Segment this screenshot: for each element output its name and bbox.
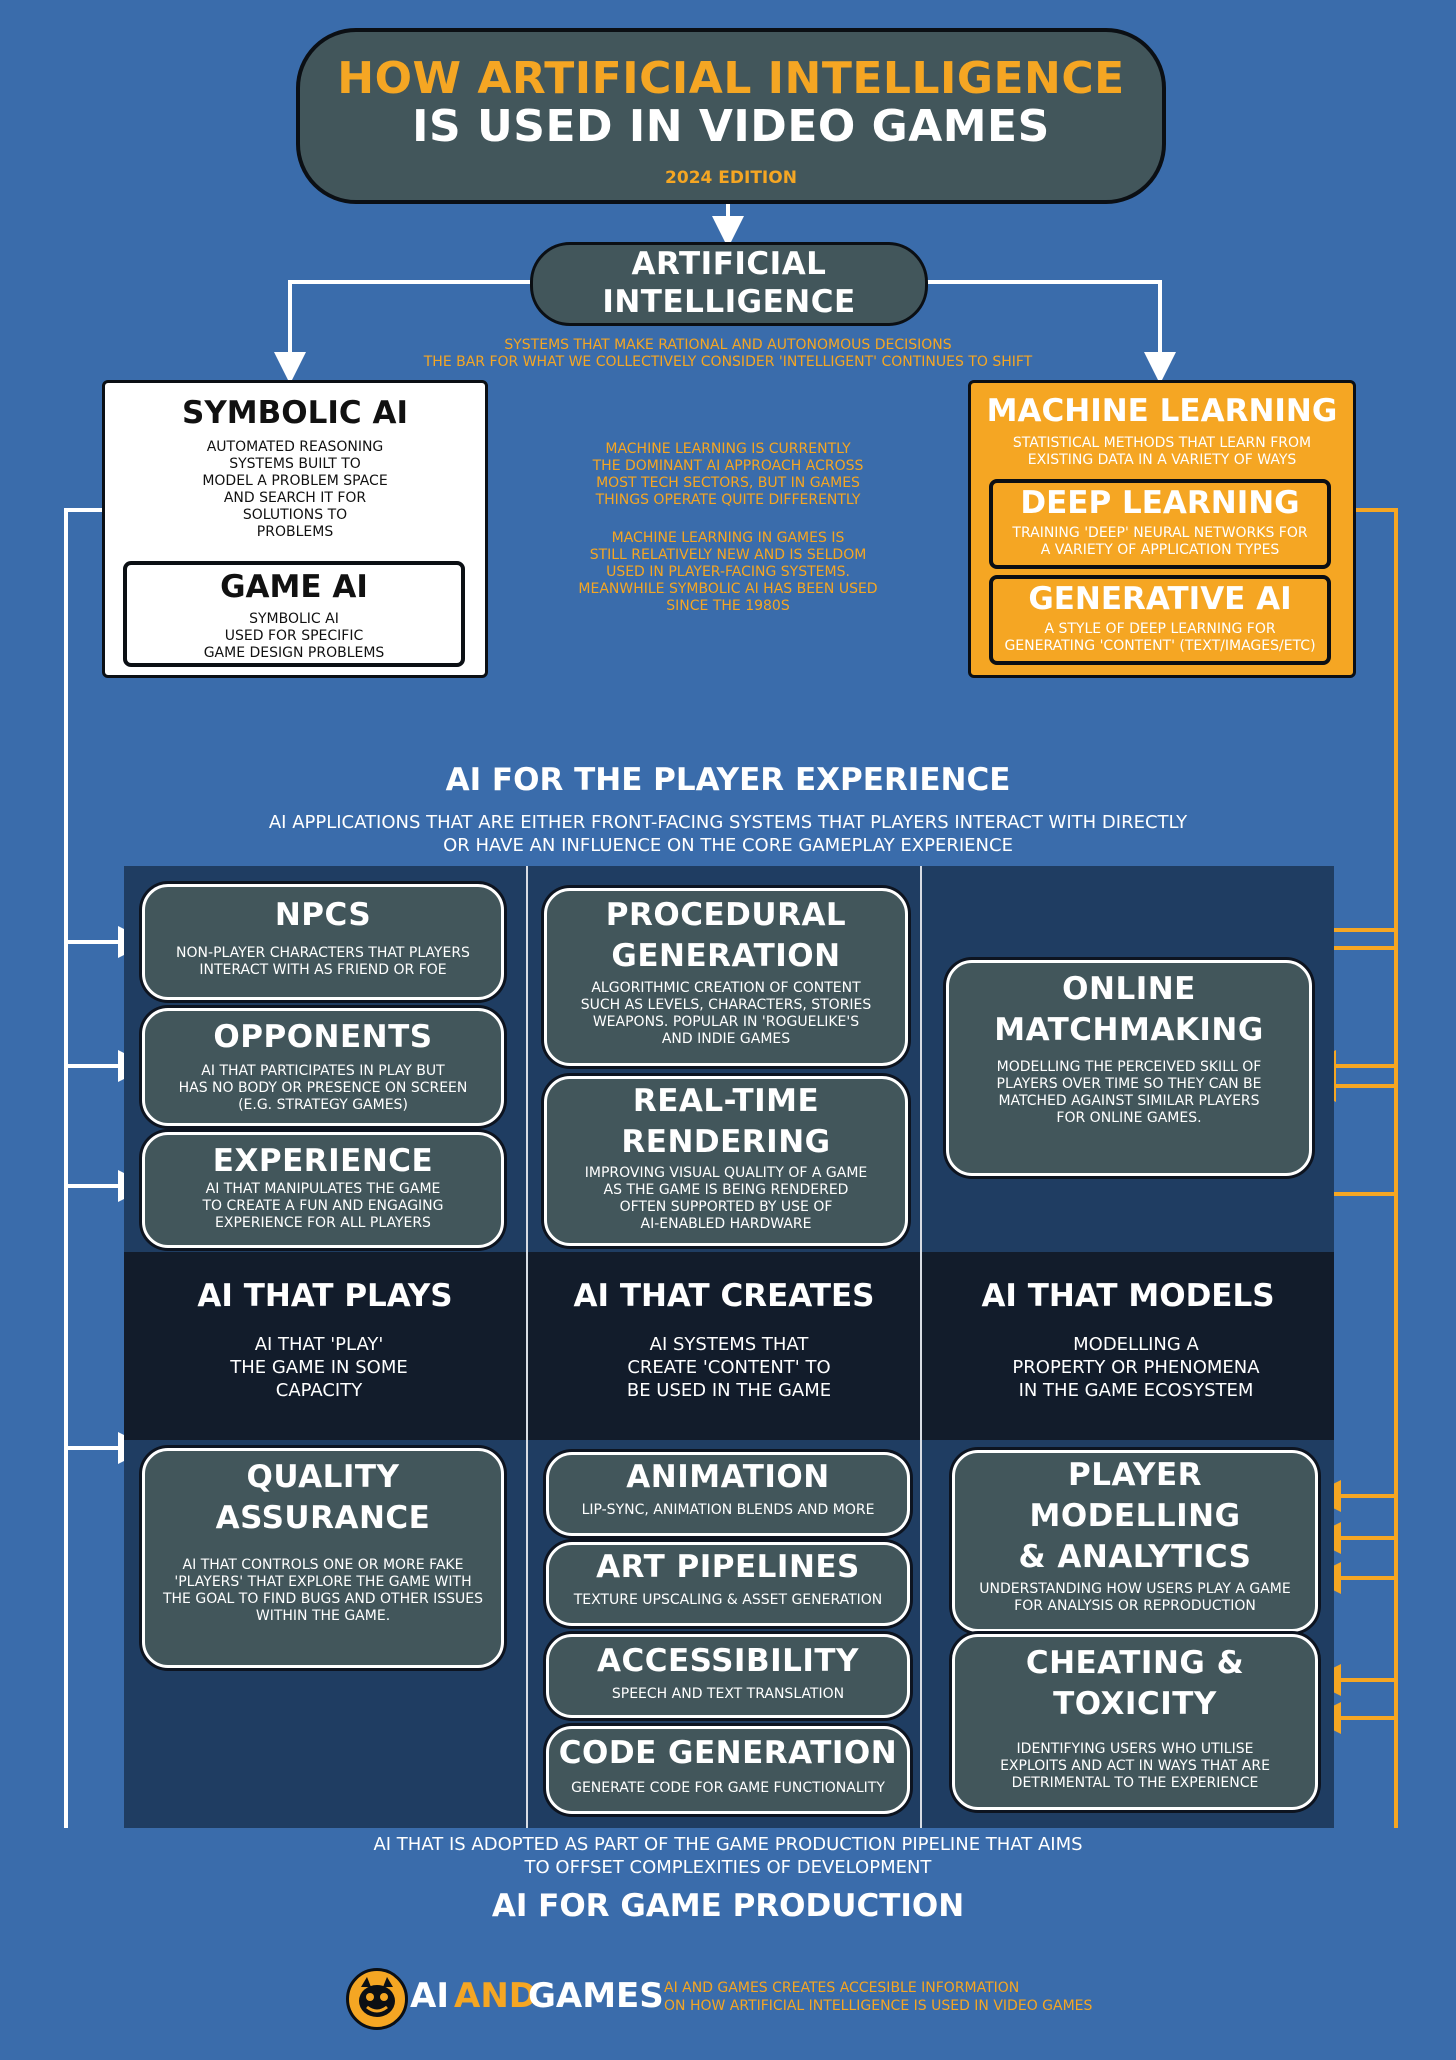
generative-ai-desc: A STYLE OF DEEP LEARNING FOR GENERATING …	[1004, 621, 1316, 654]
ai-that-plays-title: AI THAT PLAYS	[197, 1278, 453, 1314]
deep-learning-desc: TRAINING 'DEEP' NEURAL NETWORKS FOR A VA…	[1012, 525, 1308, 558]
game-production-desc-2: TO OFFSET COMPLEXITIES OF DEVELOPMENT	[524, 1857, 932, 1878]
logo-text-and: AND	[454, 1976, 537, 2016]
rendering-desc: IMPROVING VISUAL QUALITY OF A GAME AS TH…	[584, 1165, 868, 1232]
rendering-title-1: REAL-TIME	[632, 1083, 820, 1119]
generative-ai-title: GENERATIVE AI	[1028, 581, 1292, 617]
ai-label-line-2: INTELLIGENCE	[602, 284, 856, 320]
ai-that-plays-desc: AI THAT 'PLAY' THE GAME IN SOME CAPACITY	[230, 1334, 408, 1401]
player-experience-title: AI FOR THE PLAYER EXPERIENCE	[445, 762, 1011, 798]
modelling-title-2: MODELLING	[1029, 1498, 1241, 1534]
ai-desc-line-1: SYSTEMS THAT MAKE RATIONAL AND AUTONOMOU…	[504, 337, 952, 353]
ai-that-creates-desc: AI SYSTEMS THAT CREATE 'CONTENT' TO BE U…	[626, 1334, 832, 1401]
deep-learning-box: DEEP LEARNING TRAINING 'DEEP' NEURAL NET…	[989, 479, 1331, 569]
ai-that-models-desc: MODELLING A PROPERTY OR PHENOMENA IN THE…	[1012, 1334, 1260, 1401]
ai-label-line-1: ARTIFICIAL	[631, 246, 827, 282]
modelling-title-1: PLAYER	[1068, 1457, 1202, 1493]
experience-title: EXPERIENCE	[212, 1143, 434, 1179]
accessibility-title: ACCESSIBILITY	[596, 1643, 859, 1679]
matchmaking-title-1: ONLINE	[1062, 971, 1196, 1007]
footer-tagline-1: AI AND GAMES CREATES ACCESIBLE INFORMATI…	[664, 1980, 1020, 1996]
artificial-intelligence-node: ARTIFICIAL INTELLIGENCE	[530, 242, 928, 326]
modelling-desc: UNDERSTANDING HOW USERS PLAY A GAME FOR …	[979, 1581, 1291, 1614]
game-ai-title: GAME AI	[220, 569, 368, 605]
online-matchmaking-box: ONLINE MATCHMAKING MODELLING THE PERCEIV…	[946, 960, 1312, 1176]
title-line-1: HOW ARTIFICIAL INTELLIGENCE	[337, 53, 1125, 104]
player-modelling-box: PLAYER MODELLING & ANALYTICS UNDERSTANDI…	[952, 1450, 1318, 1632]
cheating-desc: IDENTIFYING USERS WHO UTILISE EXPLOITS A…	[1000, 1741, 1270, 1791]
npcs-desc: NON-PLAYER CHARACTERS THAT PLAYERS INTER…	[176, 945, 470, 978]
cheating-title-2: TOXICITY	[1053, 1686, 1217, 1722]
logo-text-ai: AI	[410, 1976, 449, 2016]
deep-learning-title: DEEP LEARNING	[1020, 485, 1300, 521]
opponents-title: OPPONENTS	[213, 1019, 433, 1055]
edition-label: 2024 EDITION	[665, 168, 797, 188]
ai-and-games-logo: AI AND GAMES	[346, 1968, 664, 2030]
qa-desc: AI THAT CONTROLS ONE OR MORE FAKE 'PLAYE…	[162, 1557, 484, 1624]
code-generation-box: CODE GENERATION GENERATE CODE FOR GAME F…	[546, 1726, 910, 1814]
experience-box: EXPERIENCE AI THAT MANIPULATES THE GAME …	[142, 1132, 504, 1248]
npcs-box: NPCS NON-PLAYER CHARACTERS THAT PLAYERS …	[142, 884, 504, 1000]
machine-learning-title: MACHINE LEARNING	[986, 393, 1338, 429]
procedural-desc: ALGORITHMIC CREATION OF CONTENT SUCH AS …	[580, 980, 872, 1047]
game-production-desc-1: AI THAT IS ADOPTED AS PART OF THE GAME P…	[373, 1834, 1083, 1855]
art-pipelines-box: ART PIPELINES TEXTURE UPSCALING & ASSET …	[546, 1542, 910, 1626]
accessibility-box: ACCESSIBILITY SPEECH AND TEXT TRANSLATIO…	[546, 1634, 910, 1718]
qa-title-2: ASSURANCE	[215, 1500, 431, 1536]
generative-ai-box: GENERATIVE AI A STYLE OF DEEP LEARNING F…	[989, 575, 1331, 665]
ai-desc-line-2: THE BAR FOR WHAT WE COLLECTIVELY CONSIDE…	[423, 354, 1033, 370]
opponents-box: OPPONENTS AI THAT PARTICIPATES IN PLAY B…	[142, 1008, 504, 1126]
npcs-title: NPCS	[274, 897, 372, 933]
procedural-title-2: GENERATION	[611, 938, 841, 974]
experience-desc: AI THAT MANIPULATES THE GAME TO CREATE A…	[202, 1181, 444, 1231]
game-ai-desc: SYMBOLIC AI USED FOR SPECIFIC GAME DESIG…	[203, 611, 385, 661]
machine-learning-desc: STATISTICAL METHODS THAT LEARN FROM EXIS…	[1012, 435, 1312, 468]
player-experience-desc-2: OR HAVE AN INFLUENCE ON THE CORE GAMEPLA…	[443, 835, 1013, 856]
quality-assurance-box: QUALITY ASSURANCE AI THAT CONTROLS ONE O…	[142, 1448, 504, 1668]
cheating-title-1: CHEATING &	[1025, 1645, 1245, 1681]
game-ai-box: GAME AI SYMBOLIC AI USED FOR SPECIFIC GA…	[123, 561, 465, 667]
title-banner: HOW ARTIFICIAL INTELLIGENCE IS USED IN V…	[296, 28, 1166, 204]
rendering-title-2: RENDERING	[621, 1124, 831, 1160]
procedural-title-1: PROCEDURAL	[605, 897, 847, 933]
opponents-desc: AI THAT PARTICIPATES IN PLAY BUT HAS NO …	[178, 1063, 468, 1113]
matchmaking-desc: MODELLING THE PERCEIVED SKILL OF PLAYERS…	[996, 1059, 1262, 1126]
symbolic-ai-box: SYMBOLIC AI AUTOMATED REASONING SYSTEMS …	[102, 380, 488, 678]
art-pipelines-desc: TEXTURE UPSCALING & ASSET GENERATION	[573, 1592, 883, 1608]
code-generation-title: CODE GENERATION	[558, 1735, 898, 1771]
ml-note-para-2: MACHINE LEARNING IN GAMES IS STILL RELAT…	[578, 530, 878, 614]
column-divider-right	[920, 866, 922, 1828]
column-divider-left	[526, 866, 528, 1828]
art-pipelines-title: ART PIPELINES	[596, 1549, 860, 1585]
animation-title: ANIMATION	[626, 1459, 830, 1495]
ai-that-models-title: AI THAT MODELS	[981, 1278, 1275, 1314]
logo-mascot-icon	[346, 1968, 408, 2030]
player-experience-desc-1: AI APPLICATIONS THAT ARE EITHER FRONT-FA…	[268, 812, 1188, 833]
category-band	[124, 1252, 1334, 1440]
matchmaking-title-2: MATCHMAKING	[994, 1012, 1264, 1048]
symbolic-ai-title: SYMBOLIC AI	[182, 395, 408, 431]
game-production-title: AI FOR GAME PRODUCTION	[491, 1888, 965, 1924]
symbolic-ai-desc: AUTOMATED REASONING SYSTEMS BUILT TO MOD…	[202, 439, 388, 540]
code-generation-desc: GENERATE CODE FOR GAME FUNCTIONALITY	[571, 1780, 885, 1796]
ai-that-creates-title: AI THAT CREATES	[573, 1278, 875, 1314]
qa-title-1: QUALITY	[246, 1459, 400, 1495]
footer-tagline-2: ON HOW ARTIFICIAL INTELLIGENCE IS USED I…	[664, 1998, 1093, 2014]
procedural-generation-box: PROCEDURAL GENERATION ALGORITHMIC CREATI…	[544, 888, 908, 1066]
animation-box: ANIMATION LIP-SYNC, ANIMATION BLENDS AND…	[546, 1452, 910, 1536]
animation-desc: LIP-SYNC, ANIMATION BLENDS AND MORE	[581, 1502, 875, 1518]
title-line-2: IS USED IN VIDEO GAMES	[412, 101, 1050, 152]
accessibility-desc: SPEECH AND TEXT TRANSLATION	[611, 1686, 845, 1702]
modelling-title-3: & ANALYTICS	[1018, 1539, 1252, 1575]
logo-text-games: GAMES	[528, 1976, 664, 2016]
real-time-rendering-box: REAL-TIME RENDERING IMPROVING VISUAL QUA…	[544, 1076, 908, 1246]
cheating-toxicity-box: CHEATING & TOXICITY IDENTIFYING USERS WH…	[952, 1634, 1318, 1810]
machine-learning-box: MACHINE LEARNING STATISTICAL METHODS THA…	[968, 380, 1356, 678]
ml-note-para-1: MACHINE LEARNING IS CURRENTLY THE DOMINA…	[592, 441, 864, 508]
